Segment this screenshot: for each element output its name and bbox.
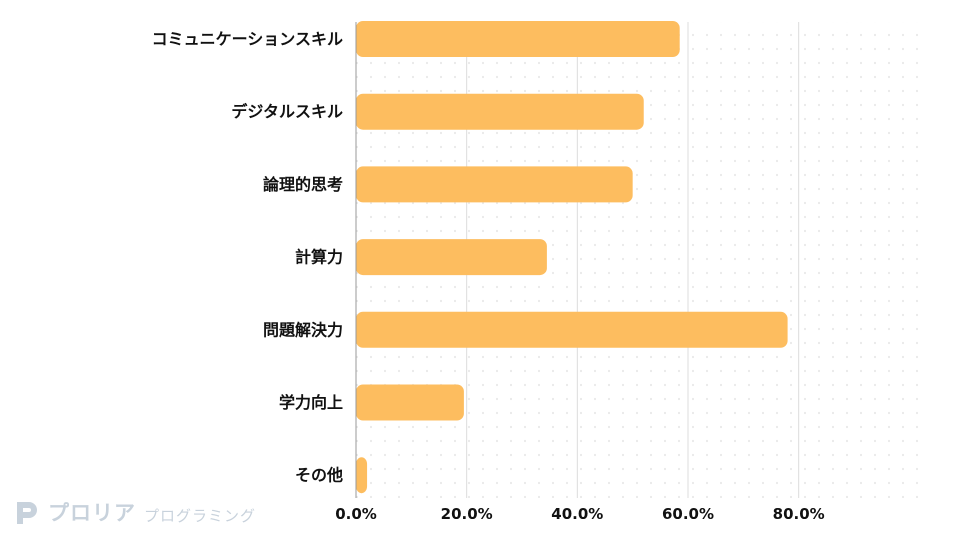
category-label: 論理的思考	[263, 175, 343, 194]
bar	[356, 384, 464, 421]
x-tick-label: 20.0%	[441, 505, 493, 523]
category-label: その他	[295, 466, 343, 485]
x-tick-label: 60.0%	[662, 505, 714, 523]
x-tick-label: 0.0%	[335, 505, 377, 523]
x-tick-label: 40.0%	[551, 505, 603, 523]
logo-subtext: プログラミング	[144, 506, 257, 525]
bar	[356, 311, 788, 348]
bar	[356, 21, 680, 57]
logo-text: プロリア	[48, 501, 136, 525]
category-label: 学力向上	[279, 393, 343, 412]
x-tick-label: 80.0%	[773, 505, 825, 523]
category-label: コミュニケーションスキル	[152, 30, 343, 49]
category-label: 問題解決力	[263, 320, 343, 339]
bar	[356, 239, 547, 276]
bar	[356, 457, 368, 494]
category-label: デジタルスキル	[231, 102, 343, 121]
bar	[356, 93, 644, 130]
bar	[356, 166, 633, 203]
brand-logo: プロリア プログラミング	[12, 497, 256, 527]
category-label: 計算力	[295, 248, 343, 267]
logo-p-icon	[17, 502, 37, 524]
